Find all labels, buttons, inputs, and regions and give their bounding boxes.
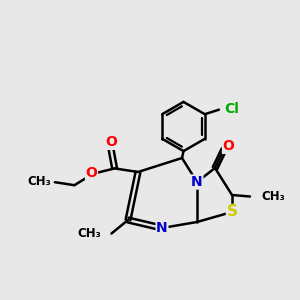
Text: O: O	[223, 140, 234, 153]
Text: Cl: Cl	[224, 102, 239, 116]
Text: N: N	[191, 175, 203, 189]
Text: O: O	[85, 166, 98, 180]
Text: S: S	[226, 205, 238, 220]
Text: O: O	[105, 135, 117, 149]
Text: CH₃: CH₃	[77, 227, 101, 240]
Text: CH₃: CH₃	[28, 176, 51, 188]
Text: N: N	[156, 221, 168, 235]
Text: CH₃: CH₃	[261, 190, 285, 203]
